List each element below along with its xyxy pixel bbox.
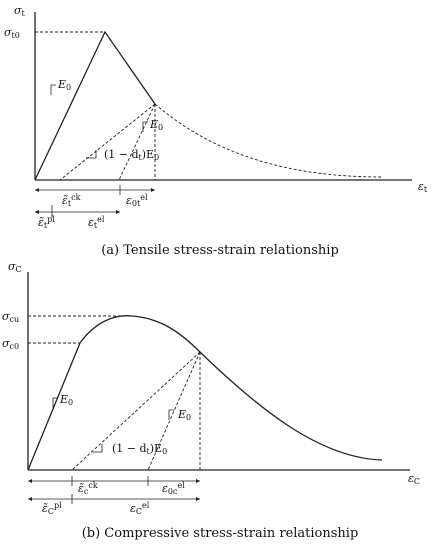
label-part: σ <box>2 310 10 323</box>
label-part: t <box>68 199 72 208</box>
label-part: pl <box>54 501 62 510</box>
label-part: ck <box>71 193 80 202</box>
label-part: t <box>139 153 143 162</box>
label-part: C <box>136 507 142 516</box>
label-part: ε̃ <box>38 216 44 229</box>
label-part: 0 <box>162 447 167 456</box>
peak-label: σcu <box>2 310 19 324</box>
label-part: σ <box>14 4 22 17</box>
label-part: t <box>22 9 26 18</box>
label-part: E <box>59 393 68 406</box>
label-part: 0 <box>158 123 163 132</box>
label-part: E <box>57 78 66 91</box>
slope-mark <box>168 409 174 420</box>
label-part: c <box>84 487 89 496</box>
curve <box>27 315 383 471</box>
label-part: ε̃ <box>78 482 84 495</box>
label-part: σ <box>4 26 12 39</box>
strain-label: ε0tel <box>126 193 148 208</box>
strain-label: ε̃tpl <box>38 215 55 230</box>
label-part: pl <box>47 215 55 224</box>
x-axis-label: εC <box>408 472 420 486</box>
label-part: σ <box>8 260 16 273</box>
label-part: ε <box>126 194 132 207</box>
label-part: ε <box>162 482 168 495</box>
label-part: )E <box>150 442 162 455</box>
modulus-label: E0 <box>57 78 71 92</box>
strain-label: ε̃cck <box>78 481 98 496</box>
unloading-line <box>147 351 201 471</box>
damaged-modulus-label: (1 − dt)E0 <box>112 442 167 456</box>
peak-label: σt0 <box>4 26 20 40</box>
label-part: 0c <box>168 487 178 496</box>
label-part: ε <box>418 180 424 193</box>
label-part: t0 <box>12 31 20 40</box>
label-part: ε̃ <box>42 502 48 515</box>
label-part: C <box>414 477 420 486</box>
label-part: t <box>44 221 48 230</box>
label-part: (1 − d <box>104 148 139 161</box>
label-part: E <box>149 118 158 131</box>
x-axis-label: εt <box>418 180 428 194</box>
label-part: el <box>142 501 150 510</box>
strain-label: ε0cel <box>162 481 185 496</box>
label-part: t <box>424 185 428 194</box>
slope-mark <box>50 84 56 95</box>
slope-mark <box>142 121 148 132</box>
slope-mark <box>86 150 97 159</box>
label-part: C <box>16 265 22 274</box>
modulus-label: E0 <box>59 393 73 407</box>
unloading-line <box>118 103 156 181</box>
caption: (a) Tensile stress-strain relationship <box>101 243 339 258</box>
label-part: ε <box>130 502 136 515</box>
label-part: ck <box>88 481 97 490</box>
slope-mark <box>52 397 58 408</box>
label-part: E <box>177 408 186 421</box>
y-axis-label: σC <box>8 260 22 274</box>
label-part: ε <box>88 216 94 229</box>
caption: (b) Compressive stress-strain relationsh… <box>82 526 359 541</box>
damaged-line <box>59 103 156 181</box>
label-part: el <box>140 193 148 202</box>
damaged-modulus-label: (1 − dt)E0 <box>104 148 159 162</box>
panel-b: (b) Compressive stress-strain relationsh… <box>27 272 410 541</box>
label-part: t <box>147 447 151 456</box>
label-part: ε <box>408 472 414 485</box>
y-axis-label: σt <box>14 4 26 18</box>
damaged-line <box>71 351 201 471</box>
curve <box>34 30 156 181</box>
strain-label: ε̃tck <box>62 193 81 208</box>
label-part: σ <box>2 337 10 350</box>
label-part: 0 <box>154 153 159 162</box>
label-part: 0t <box>132 199 141 208</box>
label-part: 0 <box>186 413 191 422</box>
label-part: (1 − d <box>112 442 147 455</box>
label-part: 0 <box>66 83 71 92</box>
strain-label: ε̃Cpl <box>42 501 62 516</box>
label-part: cu <box>10 315 20 324</box>
strain-label: εCel <box>130 501 150 516</box>
label-part: )E <box>142 148 154 161</box>
panel-a: (a) Tensile stress-strain relationship <box>34 12 412 258</box>
label-part: ε̃ <box>62 194 68 207</box>
label-part: t <box>94 221 98 230</box>
label-part: el <box>177 481 185 490</box>
strain-label: εtel <box>88 215 105 230</box>
slope-mark <box>93 444 103 453</box>
label-part: el <box>97 215 105 224</box>
modulus-label: E0 <box>149 118 163 132</box>
label-part: 0 <box>68 398 73 407</box>
softening-curve <box>154 103 383 178</box>
label-part: c0 <box>10 342 20 351</box>
label-part: C <box>48 507 54 516</box>
yield-label: σc0 <box>2 337 19 351</box>
modulus-label: E0 <box>177 408 191 422</box>
